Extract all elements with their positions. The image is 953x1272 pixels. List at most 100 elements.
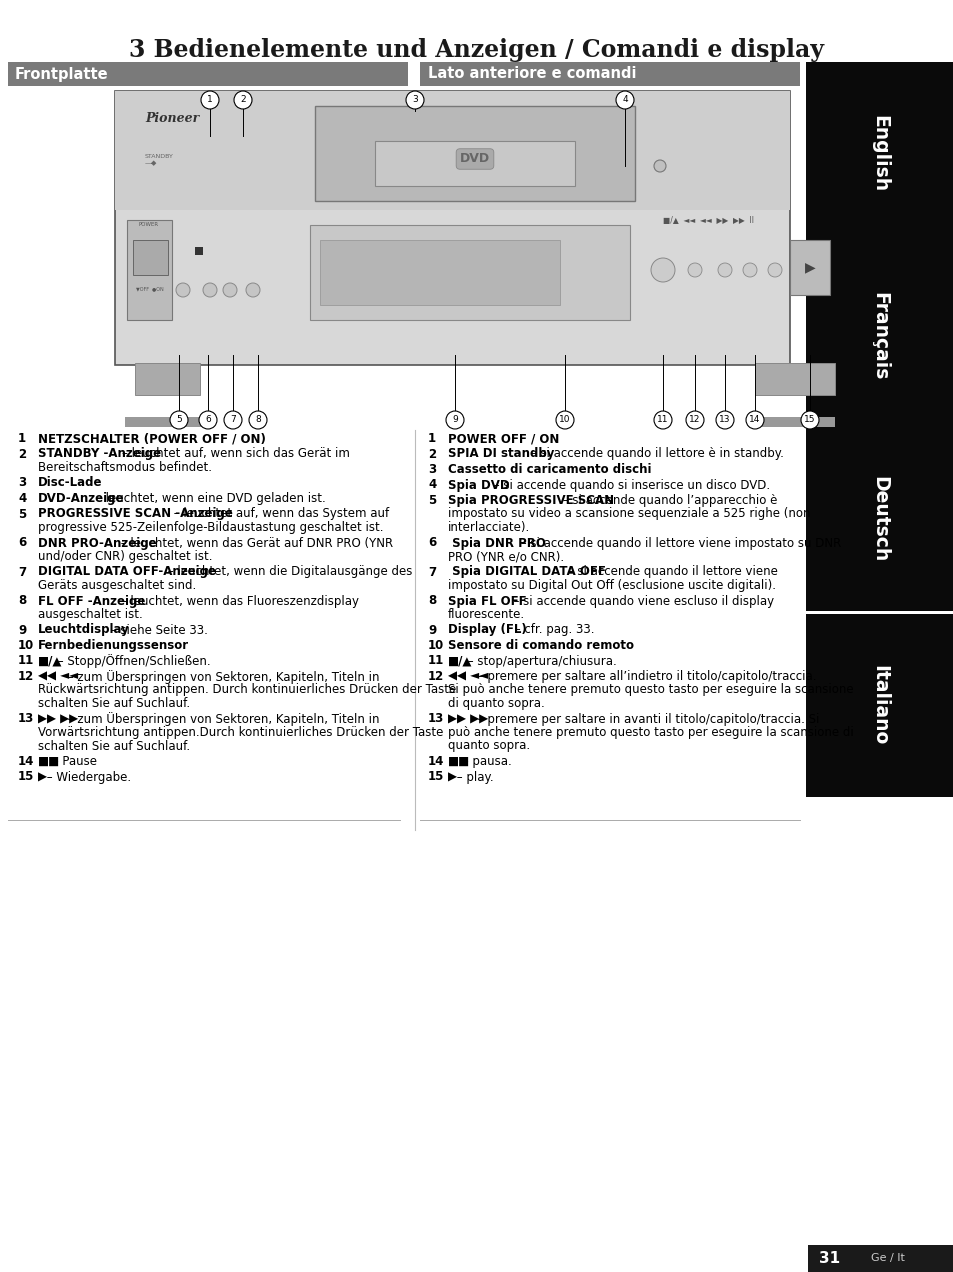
Text: Français: Français [869,293,888,380]
Circle shape [249,411,267,429]
Text: STANDBY -Anzeige: STANDBY -Anzeige [38,448,161,460]
Text: 7: 7 [18,566,26,579]
Text: 10: 10 [18,639,34,653]
Text: – si accende quando l’apparecchio è: – si accende quando l’apparecchio è [558,494,777,508]
Text: ■/▲: ■/▲ [38,655,62,668]
Text: – siehe Seite 33.: – siehe Seite 33. [107,623,207,636]
Text: – play.: – play. [453,771,494,784]
Bar [194,247,203,254]
Text: impostato su video a scansione sequenziale a 525 righe (non: impostato su video a scansione sequenzia… [448,508,810,520]
Text: NETZSCHALTER (POWER OFF / ON): NETZSCHALTER (POWER OFF / ON) [38,432,266,445]
Text: 11: 11 [657,416,668,425]
Text: English: English [869,114,888,192]
Text: 9: 9 [428,623,436,636]
Text: ▶: ▶ [448,771,456,784]
Text: 4: 4 [428,478,436,491]
Text: fluorescente.: fluorescente. [448,608,524,621]
Text: progressive 525-Zeilenfolge-Bildaustastung geschaltet ist.: progressive 525-Zeilenfolge-Bildaustastu… [38,522,383,534]
Bar [319,240,559,305]
Text: interlacciate).: interlacciate). [448,522,530,534]
Bar [749,417,834,427]
Text: 6: 6 [205,416,211,425]
Text: ◀◀ ◄◄: ◀◀ ◄◄ [448,670,488,683]
Text: – si accende quando viene escluso il display: – si accende quando viene escluso il dis… [505,594,773,608]
Text: 6: 6 [428,537,436,550]
Text: POWER OFF / ON: POWER OFF / ON [448,432,558,445]
Text: ■■: ■■ [38,756,60,768]
Circle shape [742,263,757,277]
Text: – leuchtet, wenn das Fluoreszenzdisplay: – leuchtet, wenn das Fluoreszenzdisplay [117,594,358,608]
Bar [805,614,953,798]
Text: —◆: —◆ [145,160,157,167]
Text: PRO (YNR e/o CNR).: PRO (YNR e/o CNR). [448,550,563,563]
Bar [135,363,200,396]
Text: 14: 14 [428,756,444,768]
Circle shape [767,263,781,277]
Text: 2: 2 [428,448,436,460]
Text: 10: 10 [558,416,570,425]
Text: Geräts ausgeschaltet sind.: Geräts ausgeschaltet sind. [38,579,196,591]
Text: Fernbedienungssensor: Fernbedienungssensor [38,639,189,653]
Circle shape [718,263,731,277]
Text: 11: 11 [428,655,444,668]
Circle shape [170,411,188,429]
Text: 6: 6 [18,537,27,550]
Text: – Stopp/Öffnen/Schließen.: – Stopp/Öffnen/Schließen. [53,655,211,669]
Circle shape [654,160,665,172]
Text: – si accende quando il lettore viene impostato su DNR: – si accende quando il lettore viene imp… [516,537,840,550]
Bar [807,1245,952,1272]
Bar [375,141,575,186]
Text: 8: 8 [428,594,436,608]
Text: 13: 13 [18,712,34,725]
Bar [115,92,789,365]
Text: 3 Bedienelemente und Anzeigen / Comandi e display: 3 Bedienelemente und Anzeigen / Comandi … [130,38,823,62]
Text: Spia FL OFF: Spia FL OFF [448,594,526,608]
Bar [754,363,834,396]
Text: 3: 3 [18,477,26,490]
Circle shape [233,92,252,109]
Text: DVD-Anzeige: DVD-Anzeige [38,492,125,505]
Text: 15: 15 [18,771,34,784]
Bar [805,427,953,611]
Circle shape [687,263,701,277]
Text: 7: 7 [428,566,436,579]
Text: 5: 5 [18,508,27,520]
Text: – leuchtet auf, wenn sich das Gerät im: – leuchtet auf, wenn sich das Gerät im [122,448,350,460]
Text: STANDBY: STANDBY [145,154,173,159]
Text: 7: 7 [230,416,235,425]
Bar [115,92,789,210]
Circle shape [616,92,634,109]
Text: – leuchtet, wenn eine DVD geladen ist.: – leuchtet, wenn eine DVD geladen ist. [96,492,325,505]
Text: 1: 1 [18,432,26,445]
Circle shape [654,411,671,429]
Text: Cassetto di caricamento dischi: Cassetto di caricamento dischi [448,463,651,476]
Text: 5: 5 [176,416,182,425]
Text: DVD: DVD [459,153,490,165]
Text: – si accende quando si inserisce un disco DVD.: – si accende quando si inserisce un disc… [490,478,769,491]
Circle shape [201,92,219,109]
Text: – leuchtet, wenn das Gerät auf DNR PRO (YNR: – leuchtet, wenn das Gerät auf DNR PRO (… [117,537,393,550]
Text: 14: 14 [18,756,34,768]
Text: 5: 5 [428,494,436,508]
Text: – si accende quando il lettore viene: – si accende quando il lettore viene [563,566,777,579]
Text: 1: 1 [428,432,436,445]
Text: 11: 11 [18,655,34,668]
Text: 31: 31 [819,1250,840,1266]
Text: può anche tenere premuto questo tasto per eseguire la scansione di: può anche tenere premuto questo tasto pe… [448,726,853,739]
Text: ▶▶ ▶▶: ▶▶ ▶▶ [448,712,488,725]
Bar [8,62,408,86]
Text: – si accende quando il lettore è in standby.: – si accende quando il lettore è in stan… [526,448,783,460]
Text: Bereitschaftsmodus befindet.: Bereitschaftsmodus befindet. [38,460,212,474]
Text: 3: 3 [412,95,417,104]
Text: Sensore di comando remoto: Sensore di comando remoto [448,639,634,653]
Text: Display (FL): Display (FL) [448,623,526,636]
Text: – leuchtet, wenn die Digitalausgänge des: – leuchtet, wenn die Digitalausgänge des [164,566,413,579]
Text: Rückwärtsrichtung antippen. Durch kontinuierliches Drücken der Taste: Rückwärtsrichtung antippen. Durch kontin… [38,683,456,697]
Text: 1: 1 [207,95,213,104]
Bar [805,62,953,245]
Text: Spia DNR PRO: Spia DNR PRO [448,537,545,550]
Text: Lato anteriore e comandi: Lato anteriore e comandi [428,66,636,81]
Circle shape [199,411,216,429]
Text: DNR PRO-Anzeige: DNR PRO-Anzeige [38,537,156,550]
Text: Si può anche tenere premuto questo tasto per eseguire la scansione: Si può anche tenere premuto questo tasto… [448,683,853,697]
